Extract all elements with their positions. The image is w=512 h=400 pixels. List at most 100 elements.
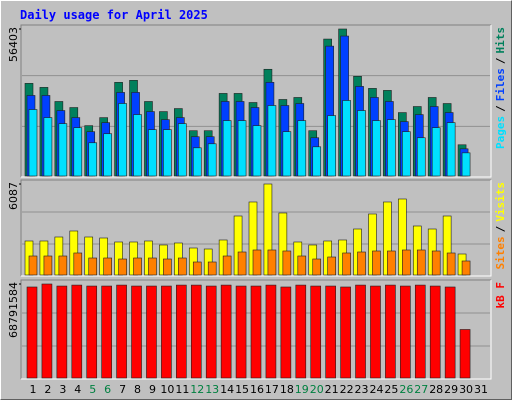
x-tick-label: 3 [59, 383, 66, 396]
x-tick-label: 26 [399, 383, 413, 396]
bar [133, 114, 142, 177]
legend-separator: / [494, 57, 507, 64]
bar [207, 143, 217, 177]
bar [429, 285, 441, 379]
bar [163, 129, 172, 177]
panel-border [20, 24, 491, 177]
x-tick-label: 23 [355, 383, 369, 396]
bar [116, 284, 127, 379]
bar [282, 131, 292, 177]
bar [101, 285, 112, 379]
bar [58, 123, 68, 177]
bar [312, 146, 322, 177]
x-tick-label: 7 [119, 383, 126, 396]
x-tick-label: 13 [205, 383, 219, 396]
panel-border [20, 179, 491, 276]
bar [357, 110, 366, 177]
bar [86, 285, 98, 379]
x-tick-label: 8 [134, 383, 141, 396]
panel-border [21, 25, 492, 178]
legend-entry: Sites [494, 236, 507, 269]
legend-separator: / [494, 105, 507, 112]
bar [400, 285, 411, 379]
x-tick-label: 19 [295, 383, 309, 396]
bar [385, 284, 396, 379]
bar [43, 117, 53, 177]
bar [192, 147, 202, 177]
x-tick-label: 24 [369, 383, 383, 396]
bar [28, 109, 38, 177]
bar [327, 115, 336, 177]
bar [416, 137, 426, 177]
bar [178, 123, 187, 177]
legend-entry: Visits [494, 182, 507, 222]
bar [387, 119, 396, 177]
x-tick-label: 20 [310, 383, 324, 396]
x-tick-label: 29 [444, 383, 458, 396]
bar [163, 258, 172, 276]
bar [295, 284, 307, 379]
x-tick-label: 9 [149, 383, 156, 396]
bar [176, 284, 187, 379]
x-tick-label: 27 [414, 383, 428, 396]
bar [222, 120, 232, 177]
bar [387, 250, 396, 276]
x-tick-label: 12 [190, 383, 204, 396]
bar [431, 127, 441, 177]
bar [88, 257, 98, 276]
bar [192, 261, 202, 276]
x-tick-label: 18 [280, 383, 294, 396]
x-tick-label: 2 [44, 383, 51, 396]
bar [265, 284, 277, 379]
bar [88, 142, 98, 177]
bar [461, 152, 471, 177]
bar [402, 131, 411, 177]
y-tick-label: 56403 [7, 27, 20, 62]
bar [459, 329, 471, 379]
bar [297, 120, 307, 177]
legend-entry: Pages [494, 116, 507, 149]
legend: kB F [494, 282, 507, 309]
bar [372, 120, 381, 177]
x-tick-label: 30 [459, 383, 473, 396]
x-tick-label: 14 [220, 383, 234, 396]
bar [267, 249, 277, 276]
x-tick-label: 10 [160, 383, 174, 396]
bar [161, 285, 172, 379]
bar [446, 252, 456, 276]
bar [131, 285, 142, 379]
legend-entry: Files [494, 68, 507, 101]
bar [237, 120, 247, 177]
bar [370, 285, 381, 379]
y-tick-label: 68791584 [7, 282, 20, 338]
bar [41, 283, 53, 379]
bar [310, 285, 322, 379]
bar [28, 255, 38, 276]
bar [342, 252, 351, 276]
bar [146, 285, 157, 379]
bar [446, 122, 456, 177]
bar [178, 257, 187, 276]
x-tick-label: 25 [384, 383, 398, 396]
x-tick-label: 17 [265, 383, 279, 396]
bar [461, 260, 471, 276]
bar [252, 125, 262, 177]
panel-border [21, 280, 492, 380]
bar [205, 285, 217, 379]
bar [148, 257, 157, 276]
legend-separator: / [494, 225, 507, 232]
bar [280, 286, 292, 379]
x-tick-label: 28 [429, 383, 443, 396]
bar [235, 285, 247, 379]
bar [58, 255, 68, 276]
bar [190, 284, 202, 379]
bar [118, 258, 127, 276]
bar [416, 249, 426, 276]
x-tick-label: 11 [175, 383, 189, 396]
bar [250, 285, 262, 379]
bar [267, 105, 277, 177]
bar [340, 286, 351, 379]
bar [414, 284, 426, 379]
legend: Sites / Visits [494, 182, 507, 270]
